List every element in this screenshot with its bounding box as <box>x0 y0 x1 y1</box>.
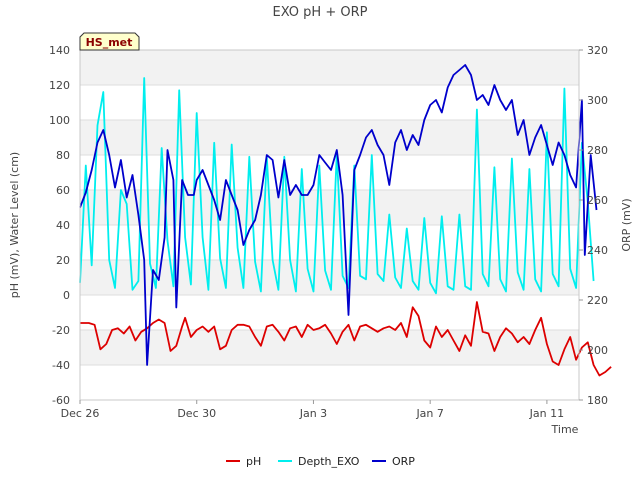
y-left-tick-label: -20 <box>52 324 70 337</box>
y-right-tick-label: 220 <box>587 294 608 307</box>
plot-frame <box>79 49 580 401</box>
y-axis-left-label: pH (mV), Water Level (cm) <box>8 152 21 298</box>
background-band <box>80 50 579 85</box>
legend-label: Depth_EXO <box>298 455 360 468</box>
background-band <box>80 330 579 365</box>
y-right-tick-label: 260 <box>587 194 608 207</box>
x-tick-label: Jan 11 <box>529 407 564 420</box>
x-tick-label: Jan 7 <box>415 407 443 420</box>
series-line-ph <box>80 301 612 377</box>
y-left-tick-label: -40 <box>52 359 70 372</box>
y-right-tick-label: 240 <box>587 244 608 257</box>
y-right-tick-label: 200 <box>587 344 608 357</box>
y-right-tick-labels: 180 200 220 240 260 280 300 320 <box>579 44 608 407</box>
y-right-tick-label: 320 <box>587 44 608 57</box>
site-badge-label: HS_met <box>86 36 133 49</box>
y-left-tick-label: 100 <box>49 114 70 127</box>
y-left-tick-labels: -60 -40 -20 0 20 40 60 80 100 120 140 <box>49 44 70 407</box>
background-band <box>80 120 579 155</box>
y-left-tick-label: 80 <box>56 149 70 162</box>
series-line-orp <box>79 64 598 366</box>
series-lines <box>79 64 612 377</box>
y-left-tick-label: 0 <box>63 289 70 302</box>
y-right-tick-label: 300 <box>587 94 608 107</box>
y-left-tick-label: 60 <box>56 184 70 197</box>
background-band <box>80 190 579 225</box>
site-badge: HS_met <box>79 32 140 51</box>
y-left-tick-label: 40 <box>56 219 70 232</box>
y-right-tick-label: 180 <box>587 394 608 407</box>
legend-label: ORP <box>392 455 415 468</box>
x-axis-label: Time <box>551 423 579 436</box>
y-left-tick-label: 20 <box>56 254 70 267</box>
x-tick-label: Dec 26 <box>61 407 100 420</box>
x-tick-label: Dec 30 <box>177 407 216 420</box>
y-axis-right-label: ORP (mV) <box>620 198 633 251</box>
y-left-tick-label: 120 <box>49 79 70 92</box>
legend-label: pH <box>246 455 261 468</box>
chart-title: EXO pH + ORP <box>273 5 368 20</box>
y-left-tick-label: 140 <box>49 44 70 57</box>
y-left-tick-label: -60 <box>52 394 70 407</box>
y-right-tick-label: 280 <box>587 144 608 157</box>
background-band <box>80 260 579 295</box>
background-bands <box>80 50 579 365</box>
x-tick-label: Jan 3 <box>299 407 327 420</box>
x-tick-labels: Dec 26 Dec 30 Jan 3 Jan 7 Jan 11 <box>61 400 564 420</box>
legend: pH Depth_EXO ORP <box>226 455 415 468</box>
